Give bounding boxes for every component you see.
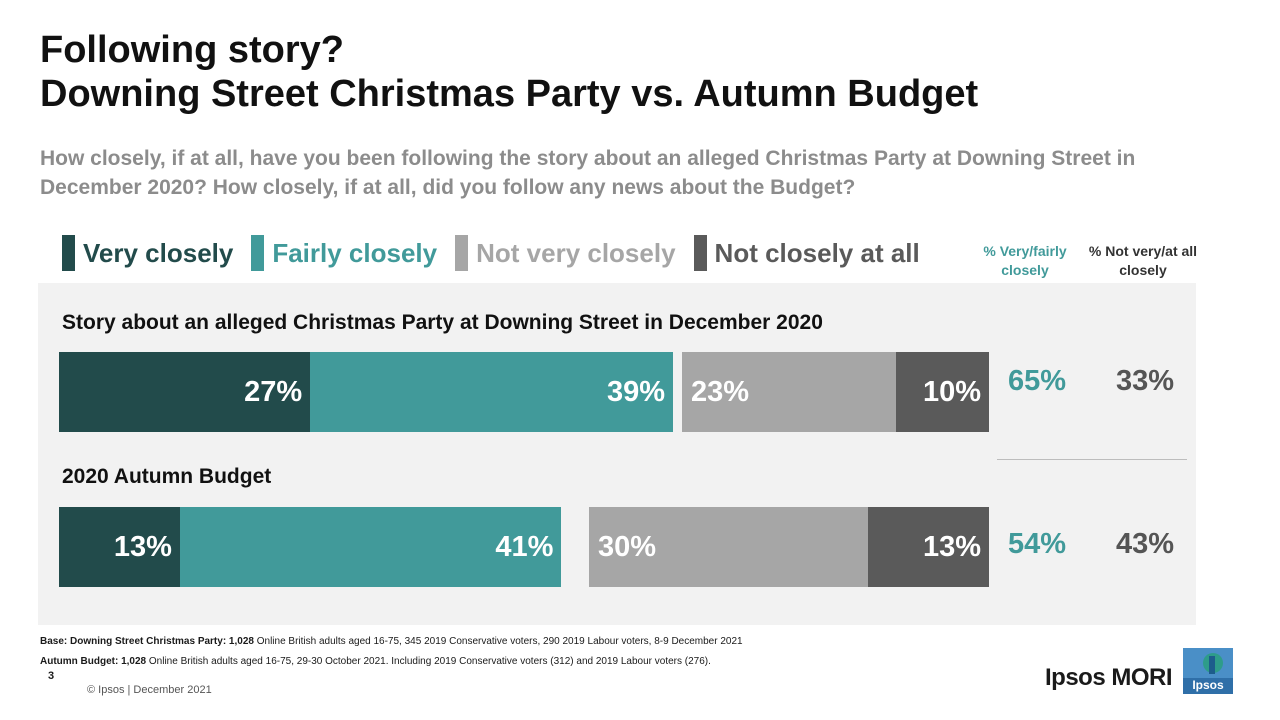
legend-item-fairly-closely: Fairly closely	[251, 235, 437, 271]
net-not-very-at-all-row-2: 43%	[1115, 528, 1175, 560]
column-header-net-not: % Not very/at all closely	[1088, 243, 1198, 278]
chart-legend: Very closely Fairly closely Not very clo…	[62, 235, 938, 271]
base-note-autumn-budget: Autumn Budget: 1,028 Online British adul…	[40, 656, 711, 667]
ipsos-mori-wordmark: Ipsos MORI	[1045, 664, 1173, 691]
base-note-1-bold: Base: Downing Street Christmas Party: 1,…	[40, 636, 254, 647]
bar-segment-fairly-closely	[310, 352, 673, 432]
title-line-1: Following story?	[40, 29, 344, 71]
legend-swatch-very-closely	[62, 235, 75, 271]
title-line-2: Downing Street Christmas Party vs. Autum…	[40, 73, 979, 115]
net-very-fairly-row-2: 54%	[1007, 528, 1067, 560]
legend-label-not-very-closely: Not very closely	[476, 237, 676, 268]
data-label-very-closely: 27%	[244, 376, 303, 408]
legend-item-not-closely-at-all: Not closely at all	[693, 235, 920, 271]
bar-segment-very-closely	[59, 352, 311, 432]
legend-label-not-closely-at-all: Not closely at all	[714, 237, 920, 268]
base-note-christmas-party: Base: Downing Street Christmas Party: 1,…	[40, 636, 743, 647]
bar-segment-not-very-closely	[682, 352, 896, 432]
ipsos-logo-badge-text: Ipsos	[1192, 678, 1224, 692]
bar-segment-not-closely-at-all	[895, 352, 989, 432]
page-number: 3	[48, 670, 55, 682]
data-label-not-closely-at-all: 10%	[922, 376, 981, 408]
copyright-text: © Ipsos | December 2021	[87, 684, 212, 696]
data-label-not-closely-at-all: 13%	[922, 531, 981, 563]
net-very-fairly-row-1: 65%	[1007, 365, 1067, 397]
bar-segment-very-closely	[59, 507, 180, 587]
legend-swatch-not-very-closely	[455, 235, 469, 271]
base-note-1-text: Online British adults aged 16-75, 345 20…	[253, 636, 743, 647]
bar-segment-fairly-closely	[179, 507, 562, 587]
column-header-net-close: % Very/fairly closely	[983, 243, 1067, 278]
data-label-fairly-closely: 39%	[606, 376, 665, 408]
legend-swatch-fairly-closely	[251, 235, 265, 271]
data-label-very-closely: 13%	[113, 531, 172, 563]
data-label-fairly-closely: 41%	[495, 531, 554, 563]
row-label-autumn-budget: 2020 Autumn Budget	[62, 465, 272, 488]
data-label-not-very-closely: 30%	[597, 531, 657, 563]
question-text: How closely, if at all, have you been fo…	[40, 147, 1136, 199]
bar-segment-not-very-closely	[588, 507, 869, 587]
slide-title: Following story? Downing Street Christma…	[40, 28, 978, 116]
data-label-not-very-closely: 23%	[691, 376, 750, 408]
ipsos-logo-icon: Ipsos	[1183, 648, 1233, 694]
legend-item-not-very-closely: Not very closely	[455, 235, 676, 271]
legend-label-fairly-closely: Fairly closely	[272, 237, 438, 268]
legend-item-very-closely: Very closely	[62, 235, 233, 271]
base-note-2-bold: Autumn Budget: 1,028	[40, 656, 147, 667]
row-label-christmas-party: Story about an alleged Christmas Party a…	[62, 311, 823, 334]
bar-segment-not-closely-at-all	[868, 507, 989, 587]
legend-swatch-not-closely-at-all	[693, 235, 707, 271]
net-not-very-at-all-row-1: 33%	[1115, 365, 1175, 397]
row-divider	[997, 459, 1187, 460]
legend-label-very-closely: Very closely	[83, 237, 234, 268]
base-note-2-text: Online British adults aged 16-75, 29-30 …	[146, 656, 711, 667]
